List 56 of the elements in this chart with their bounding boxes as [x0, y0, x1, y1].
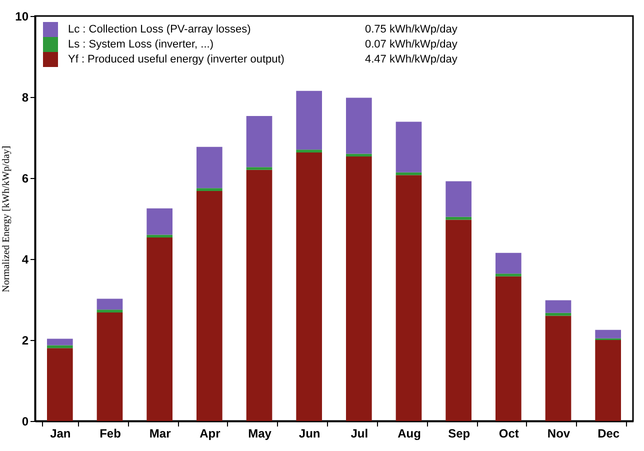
x-tick-label: Dec: [598, 426, 620, 440]
bar: [346, 154, 372, 157]
bar: [346, 98, 372, 154]
bar: [146, 238, 172, 421]
legend-label: Ls : System Loss (inverter, ...): [68, 38, 214, 50]
y-tick-label: 10: [15, 10, 29, 24]
bar: [545, 316, 572, 421]
x-tick-label: Jun: [298, 426, 320, 440]
bar: [595, 340, 621, 421]
bar: [496, 276, 522, 421]
bar: [446, 220, 472, 421]
x-tick-label: Mar: [149, 426, 172, 440]
legend-label: Lc : Collection Loss (PV-array losses): [68, 24, 251, 36]
bar: [545, 300, 572, 313]
y-tick-label: 8: [22, 90, 29, 104]
annotation: 4.47 kWh/kWp/day: [365, 54, 458, 66]
x-tick-label: Oct: [498, 426, 519, 440]
x-tick-label: Aug: [398, 426, 421, 440]
bar: [47, 338, 73, 346]
legend-label: Yf : Produced useful energy (inverter output): [68, 54, 284, 66]
x-tick-label: Apr: [200, 426, 221, 440]
bar: [246, 170, 272, 421]
bar: [296, 152, 322, 421]
x-tick-label: Jan: [50, 426, 71, 440]
y-tick-label: 4: [22, 252, 29, 266]
y-tick-label: 6: [22, 172, 29, 186]
y-tick-label: 2: [22, 334, 29, 348]
x-tick-label: May: [248, 426, 272, 440]
bar: [146, 208, 172, 235]
bar: [496, 252, 522, 274]
bar: [196, 146, 222, 188]
bar: [296, 150, 322, 152]
x-tick-label: Feb: [100, 426, 121, 440]
bar: [96, 312, 123, 421]
bar: [346, 156, 372, 421]
bar: [196, 190, 222, 421]
bar: [496, 274, 522, 276]
bar: [196, 188, 222, 191]
y-tick-label: 0: [22, 414, 29, 428]
bar: [246, 116, 272, 168]
bar: [446, 181, 472, 217]
x-tick-label: Nov: [547, 426, 570, 440]
bar: [96, 298, 123, 310]
y-axis-title: Normalized Energy [kWh/kWp/day]: [1, 146, 12, 292]
annotation: 0.75 kWh/kWp/day: [365, 24, 458, 36]
bar: [396, 122, 422, 172]
annotation: 0.07 kWh/kWp/day: [365, 38, 458, 50]
bar: [96, 310, 123, 312]
bar: [246, 167, 272, 170]
bar: [296, 90, 322, 150]
bar: [146, 234, 172, 238]
bar: [396, 175, 422, 421]
bar: [47, 348, 73, 421]
bar: [595, 330, 621, 338]
x-tick-label: Jul: [350, 426, 368, 440]
x-tick-label: Sep: [448, 426, 470, 440]
